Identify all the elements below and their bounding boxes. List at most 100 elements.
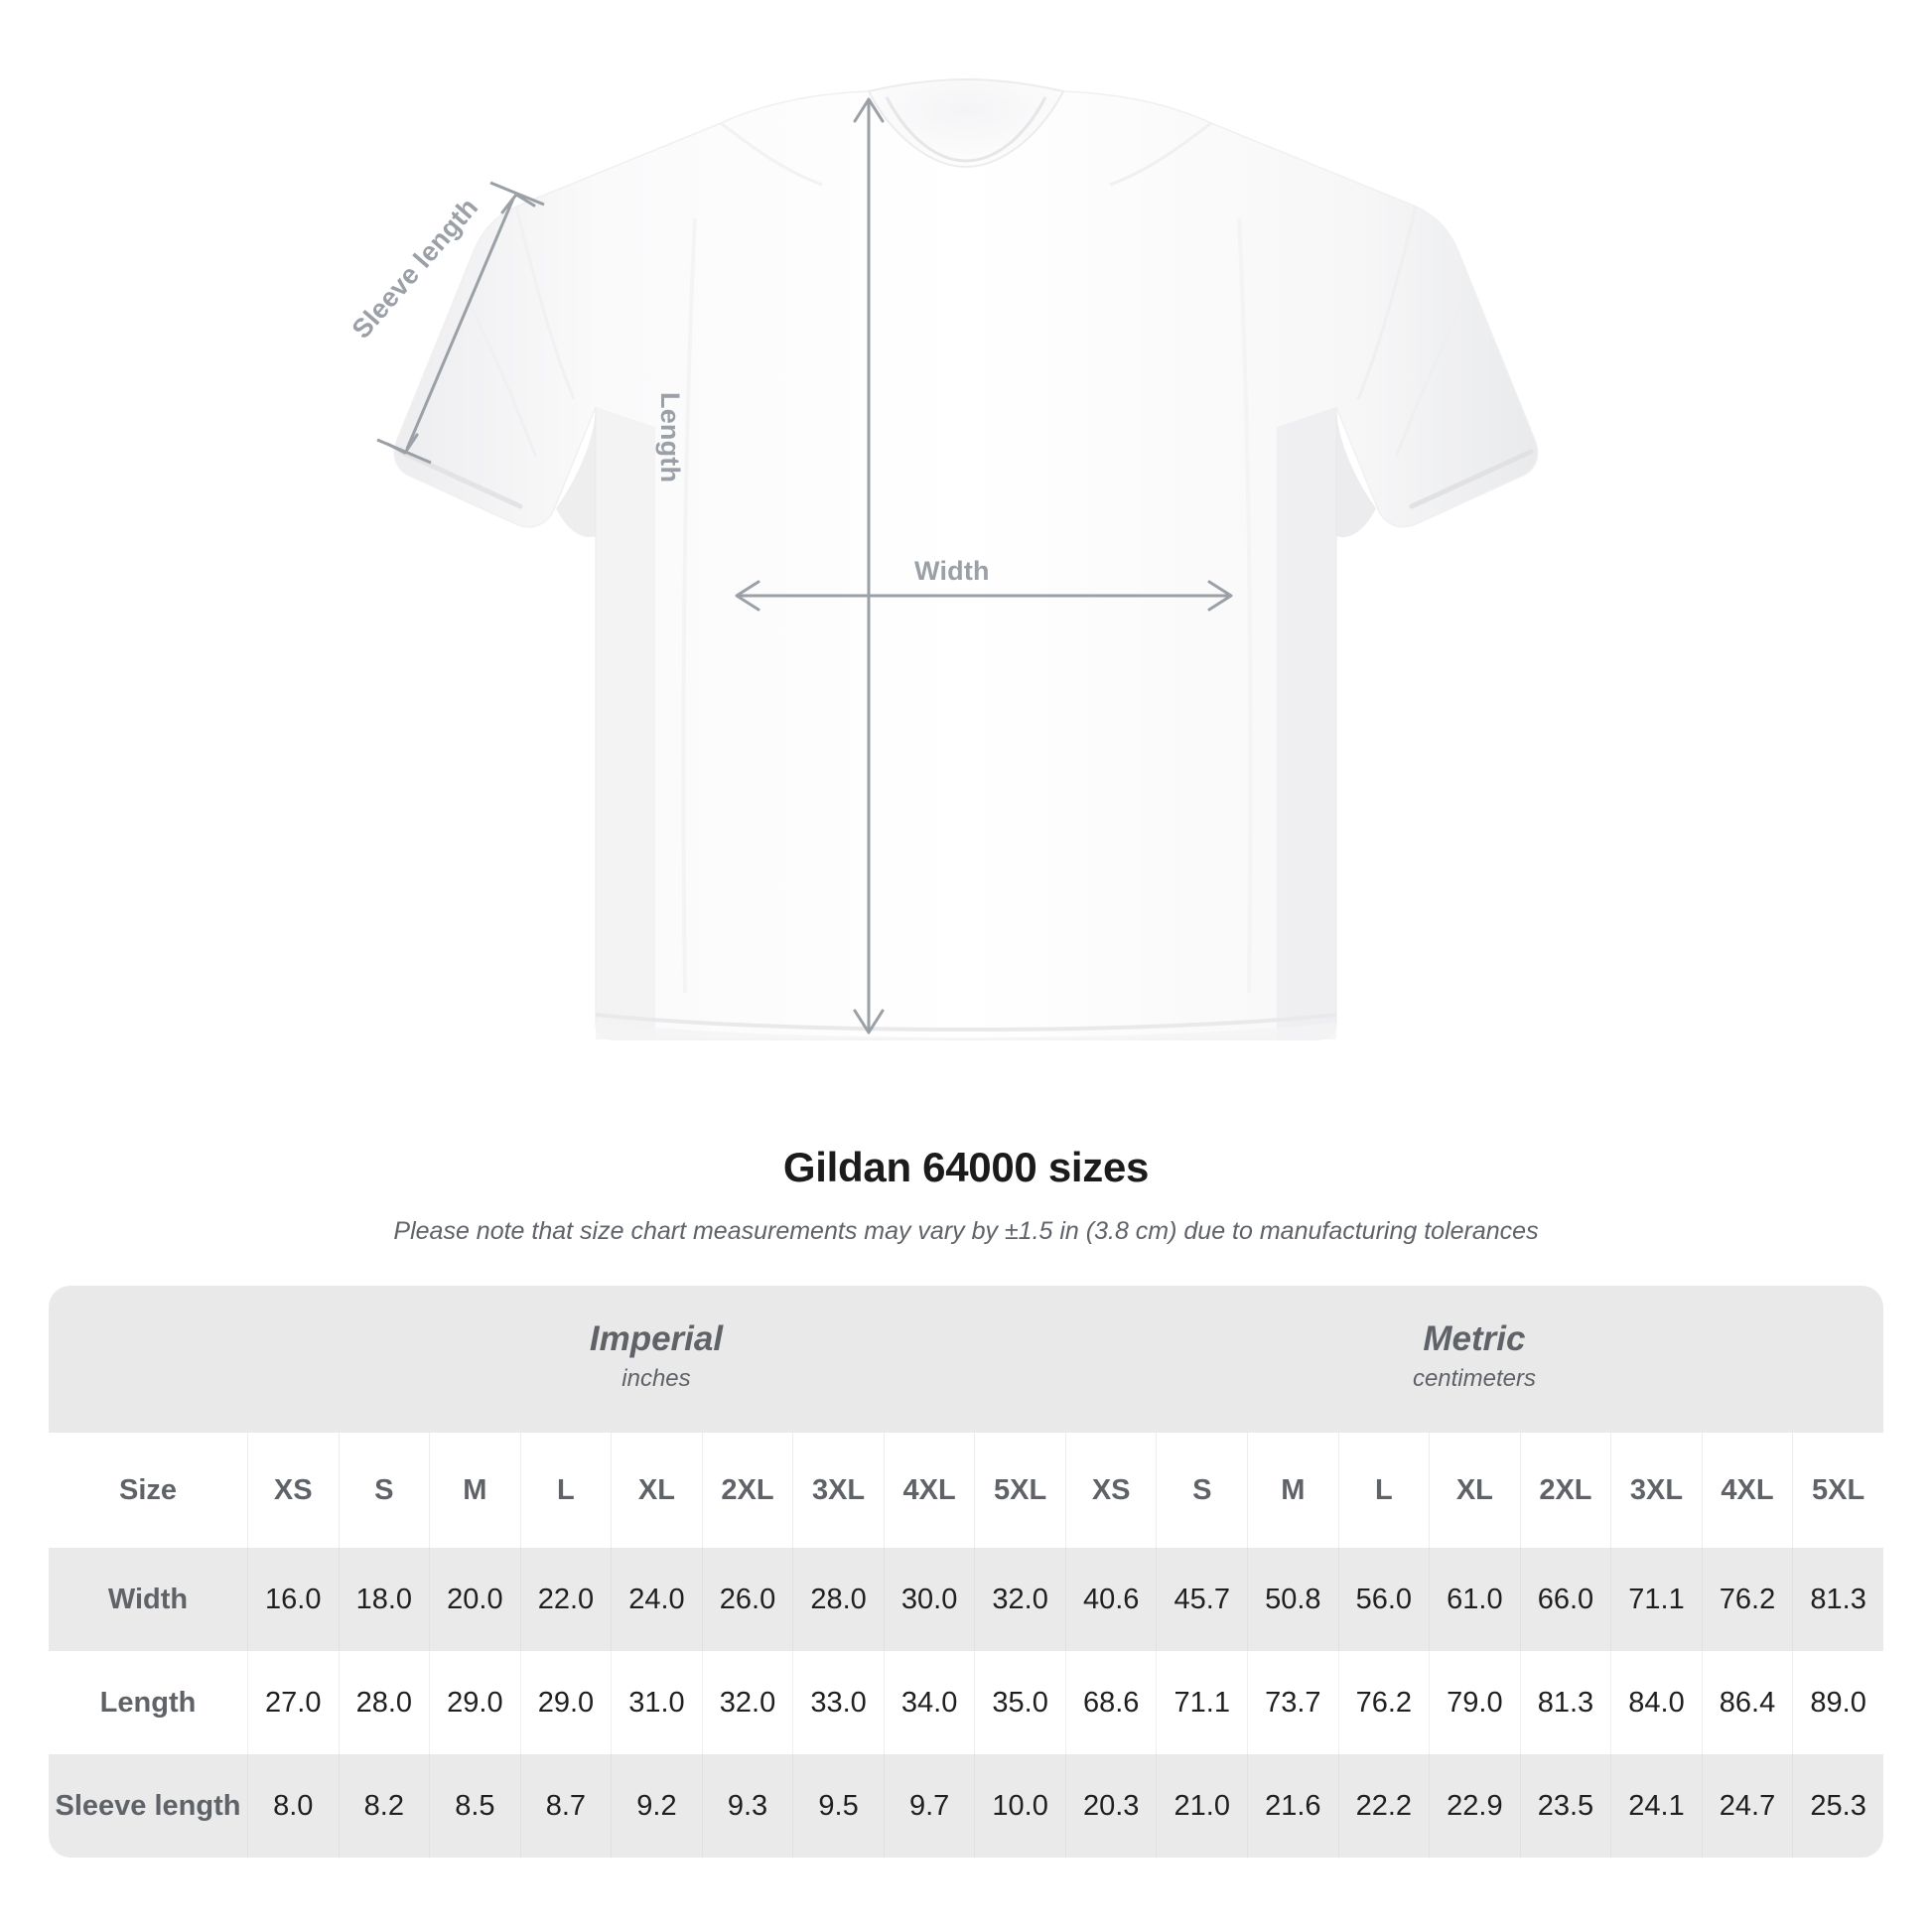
measurement-value: 24.7 bbox=[1701, 1754, 1793, 1858]
length-dimension-line bbox=[853, 97, 885, 1035]
measurement-value: 9.2 bbox=[611, 1754, 702, 1858]
measurement-value: 71.1 bbox=[1610, 1548, 1702, 1651]
measurement-value: 71.1 bbox=[1156, 1651, 1248, 1754]
measurement-value: 29.0 bbox=[519, 1651, 612, 1754]
measurement-value: 8.0 bbox=[247, 1754, 339, 1858]
shirt-shape bbox=[393, 77, 1539, 1040]
size-header-label: Size bbox=[49, 1433, 247, 1548]
tshirt-illustration bbox=[376, 77, 1539, 1040]
measurement-value: 34.0 bbox=[883, 1651, 975, 1754]
width-dimension-line bbox=[735, 580, 1233, 612]
size-column-header: S bbox=[1156, 1433, 1248, 1548]
unit-group-imperial: Imperial inches bbox=[247, 1286, 1065, 1433]
size-column-header: 3XL bbox=[792, 1433, 884, 1548]
measurement-value: 10.0 bbox=[974, 1754, 1065, 1858]
measurement-value: 28.0 bbox=[792, 1548, 884, 1651]
measurement-value: 8.2 bbox=[338, 1754, 430, 1858]
size-column-header: XL bbox=[1429, 1433, 1520, 1548]
measurement-value: 8.5 bbox=[429, 1754, 520, 1858]
unit-group-name: Metric bbox=[1423, 1319, 1526, 1359]
measurement-value: 26.0 bbox=[701, 1548, 793, 1651]
table-row: Width 16.0 18.0 20.0 22.0 24.0 26.0 28.0 30.0 32.… bbox=[49, 1548, 1883, 1651]
measurement-value: 16.0 bbox=[247, 1548, 339, 1651]
measurement-value: 33.0 bbox=[792, 1651, 884, 1754]
measurement-value: 79.0 bbox=[1429, 1651, 1520, 1754]
measurement-value: 81.3 bbox=[1792, 1548, 1883, 1651]
measurement-value: 28.0 bbox=[338, 1651, 430, 1754]
measurement-lines bbox=[376, 97, 1233, 1035]
size-column-header: L bbox=[1337, 1433, 1430, 1548]
unit-banner-row: Imperial inches Metric centimeters bbox=[49, 1286, 1883, 1433]
measurement-value: 21.0 bbox=[1156, 1754, 1248, 1858]
measurement-value: 9.5 bbox=[792, 1754, 884, 1858]
size-column-header: M bbox=[1247, 1433, 1338, 1548]
table-row: Sleeve length 8.0 8.2 8.5 8.7 9.2 9.3 9.5 9.7 10.… bbox=[49, 1754, 1883, 1858]
measurement-value: 20.0 bbox=[429, 1548, 520, 1651]
measurement-value: 76.2 bbox=[1337, 1651, 1430, 1754]
size-column-header: 2XL bbox=[701, 1433, 793, 1548]
size-column-header: S bbox=[338, 1433, 430, 1548]
size-chart-body: Width 16.0 18.0 20.0 22.0 24.0 26.0 28.0 30.0 32.… bbox=[49, 1548, 1883, 1858]
size-chart-table: Imperial inches Metric centimeters Size XS S… bbox=[49, 1286, 1883, 1858]
measurement-value: 9.3 bbox=[701, 1754, 793, 1858]
measurement-value: 22.9 bbox=[1429, 1754, 1520, 1858]
measurement-value: 27.0 bbox=[247, 1651, 339, 1754]
measurement-value: 61.0 bbox=[1429, 1548, 1520, 1651]
unit-group-subtitle: inches bbox=[621, 1364, 691, 1392]
measurement-row-label: Width bbox=[49, 1548, 247, 1651]
measurement-value: 22.2 bbox=[1337, 1754, 1430, 1858]
measurement-value: 23.5 bbox=[1519, 1754, 1611, 1858]
measurement-value: 73.7 bbox=[1247, 1651, 1338, 1754]
size-column-header: L bbox=[519, 1433, 612, 1548]
measurement-value: 18.0 bbox=[338, 1548, 430, 1651]
size-header-row: Size XS S M L XL 2XL 3XL 4XL 5XL XS S M L XL 2XL 3XL 4XL… bbox=[49, 1433, 1883, 1548]
size-column-header: 5XL bbox=[1792, 1433, 1883, 1548]
unit-group-name: Imperial bbox=[589, 1319, 724, 1359]
size-column-header: 4XL bbox=[1701, 1433, 1793, 1548]
table-corner-cell bbox=[49, 1286, 247, 1433]
measurement-value: 68.6 bbox=[1064, 1651, 1157, 1754]
measurement-value: 35.0 bbox=[974, 1651, 1065, 1754]
tshirt-measurement-diagram: Sleeve length Length Width bbox=[346, 77, 1539, 1040]
size-column-header: 2XL bbox=[1519, 1433, 1611, 1548]
measurement-value: 22.0 bbox=[519, 1548, 612, 1651]
measurement-value: 56.0 bbox=[1337, 1548, 1430, 1651]
size-column-header: 3XL bbox=[1610, 1433, 1702, 1548]
tolerance-note: Please note that size chart measurements… bbox=[393, 1217, 1539, 1245]
measurement-value: 9.7 bbox=[883, 1754, 975, 1858]
measurement-value: 84.0 bbox=[1610, 1651, 1702, 1754]
measurement-value: 45.7 bbox=[1156, 1548, 1248, 1651]
page-title: Gildan 64000 sizes bbox=[782, 1144, 1150, 1190]
measurement-value: 81.3 bbox=[1519, 1651, 1611, 1754]
measurement-row-label: Length bbox=[49, 1651, 247, 1754]
measurement-value: 50.8 bbox=[1247, 1548, 1338, 1651]
sleeve-length-dimension-line bbox=[376, 181, 545, 465]
measurement-value: 21.6 bbox=[1247, 1754, 1338, 1858]
measurement-value: 31.0 bbox=[611, 1651, 702, 1754]
measurement-row-label: Sleeve length bbox=[49, 1754, 247, 1858]
size-column-header: XS bbox=[247, 1433, 339, 1548]
size-column-header: 4XL bbox=[883, 1433, 975, 1548]
measurement-value: 29.0 bbox=[429, 1651, 520, 1754]
measurement-value: 66.0 bbox=[1519, 1548, 1611, 1651]
measurement-value: 30.0 bbox=[883, 1548, 975, 1651]
length-label: Length bbox=[655, 392, 685, 483]
unit-group-metric: Metric centimeters bbox=[1064, 1286, 1883, 1433]
size-column-header: XL bbox=[611, 1433, 702, 1548]
table-row: Length 27.0 28.0 29.0 29.0 31.0 32.0 33.0 34.0 35… bbox=[49, 1651, 1883, 1754]
measurement-value: 86.4 bbox=[1701, 1651, 1793, 1754]
size-chart-table-wrapper: Imperial inches Metric centimeters Size XS S… bbox=[49, 1286, 1883, 1858]
measurement-value: 32.0 bbox=[701, 1651, 793, 1754]
unit-group-subtitle: centimeters bbox=[1412, 1364, 1536, 1392]
measurement-value: 8.7 bbox=[519, 1754, 612, 1858]
size-column-header: 5XL bbox=[974, 1433, 1065, 1548]
measurement-value: 89.0 bbox=[1792, 1651, 1883, 1754]
size-column-header: XS bbox=[1064, 1433, 1157, 1548]
size-column-header: M bbox=[429, 1433, 520, 1548]
measurement-value: 40.6 bbox=[1064, 1548, 1157, 1651]
measurement-value: 24.1 bbox=[1610, 1754, 1702, 1858]
title-block: Gildan 64000 sizes Please note that size… bbox=[0, 1122, 1932, 1246]
measurement-value: 20.3 bbox=[1064, 1754, 1157, 1858]
width-label: Width bbox=[914, 556, 990, 586]
measurement-value: 25.3 bbox=[1792, 1754, 1883, 1858]
